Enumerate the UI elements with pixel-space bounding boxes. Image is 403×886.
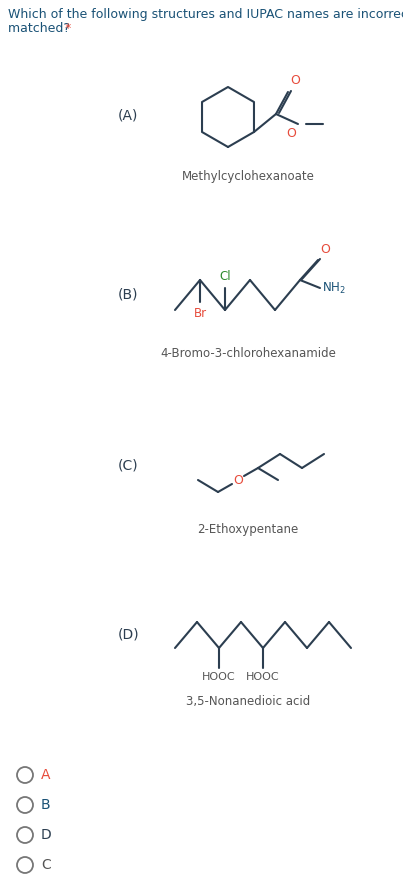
Text: A: A xyxy=(41,768,50,782)
Text: B: B xyxy=(41,798,51,812)
Text: HOOC: HOOC xyxy=(202,672,236,682)
Text: (D): (D) xyxy=(118,628,139,642)
Text: O: O xyxy=(290,74,300,87)
Text: 4-Bromo-3-chlorohexanamide: 4-Bromo-3-chlorohexanamide xyxy=(160,347,336,360)
Text: 3,5-Nonanedioic acid: 3,5-Nonanedioic acid xyxy=(186,695,310,708)
Text: C: C xyxy=(41,858,51,872)
Text: *: * xyxy=(65,22,71,35)
Text: O: O xyxy=(286,127,296,140)
Text: D: D xyxy=(41,828,52,842)
Text: Br: Br xyxy=(193,307,207,320)
Text: O: O xyxy=(233,473,243,486)
Text: matched?: matched? xyxy=(8,22,74,35)
Text: 2-Ethoxypentane: 2-Ethoxypentane xyxy=(197,523,299,536)
Text: O: O xyxy=(320,243,330,256)
Text: HOOC: HOOC xyxy=(246,672,280,682)
Text: Cl: Cl xyxy=(219,270,231,283)
Text: (B): (B) xyxy=(118,288,139,302)
Text: Which of the following structures and IUPAC names are incorrectly: Which of the following structures and IU… xyxy=(8,8,403,21)
Text: (A): (A) xyxy=(118,108,138,122)
Text: (C): (C) xyxy=(118,458,139,472)
Text: Methylcyclohexanoate: Methylcyclohexanoate xyxy=(182,170,314,183)
Text: NH$_2$: NH$_2$ xyxy=(322,281,346,296)
